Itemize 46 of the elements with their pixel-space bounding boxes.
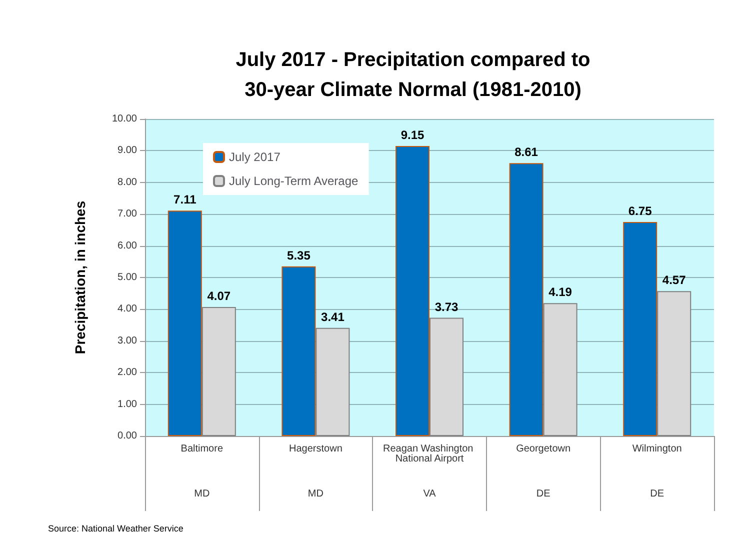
bar	[623, 222, 658, 436]
x-tick-label: Wilmington	[632, 444, 682, 454]
y-tick-label: 3.00	[118, 335, 138, 346]
bar	[543, 303, 578, 436]
x-tick-label: Reagan Washington National Airport	[382, 444, 476, 464]
data-label: 6.75	[628, 204, 652, 218]
data-label: 3.41	[321, 310, 345, 324]
y-tick-label: 8.00	[118, 176, 138, 188]
source-note: Source: National Weather Service	[48, 524, 184, 534]
y-tick-label: 10.00	[112, 114, 138, 124]
text: MD	[308, 488, 324, 500]
x-tick-label: Baltimore	[180, 444, 224, 454]
bar	[657, 291, 692, 436]
data-label: 9.15	[400, 128, 424, 142]
x-tick-label: Hagerstown	[289, 444, 342, 454]
bar	[282, 266, 316, 436]
bar	[430, 318, 464, 436]
bar	[509, 163, 544, 436]
y-tick-label: 7.00	[118, 208, 138, 220]
text: DE	[536, 488, 551, 500]
data-label: 4.57	[662, 273, 686, 288]
x-tick-label: Georgetown	[516, 444, 571, 454]
y-tick-label: 5.00	[118, 272, 138, 283]
y-tick-label: 1.00	[118, 398, 138, 410]
legend-label: July 2017	[229, 150, 281, 164]
legend-label: July Long-Term Average	[229, 174, 359, 188]
data-label: 5.35	[287, 248, 311, 262]
y-tick-label: 2.00	[118, 367, 138, 378]
bar	[202, 306, 236, 436]
text: DE	[650, 488, 664, 500]
bar	[168, 210, 202, 436]
text: VA	[423, 488, 436, 500]
data-label: 4.19	[548, 285, 572, 300]
chart-title: July 2017 - Precipitation compared to 30-year Climate Normal (1981-2010)	[236, 49, 590, 101]
data-label: 3.73	[434, 300, 458, 314]
data-label: 8.61	[514, 145, 538, 160]
y-axis-title: Precipitation, in inches	[72, 200, 88, 354]
bar	[396, 146, 430, 436]
text: MD	[194, 488, 210, 500]
bar	[316, 328, 350, 436]
data-label: 7.11	[174, 192, 197, 207]
y-tick-label: 0.00	[118, 430, 138, 442]
data-label: 4.07	[207, 288, 231, 303]
y-tick-label: 6.00	[118, 240, 138, 252]
y-tick-label: 4.00	[118, 304, 138, 315]
y-tick-label: 9.00	[118, 145, 138, 156]
